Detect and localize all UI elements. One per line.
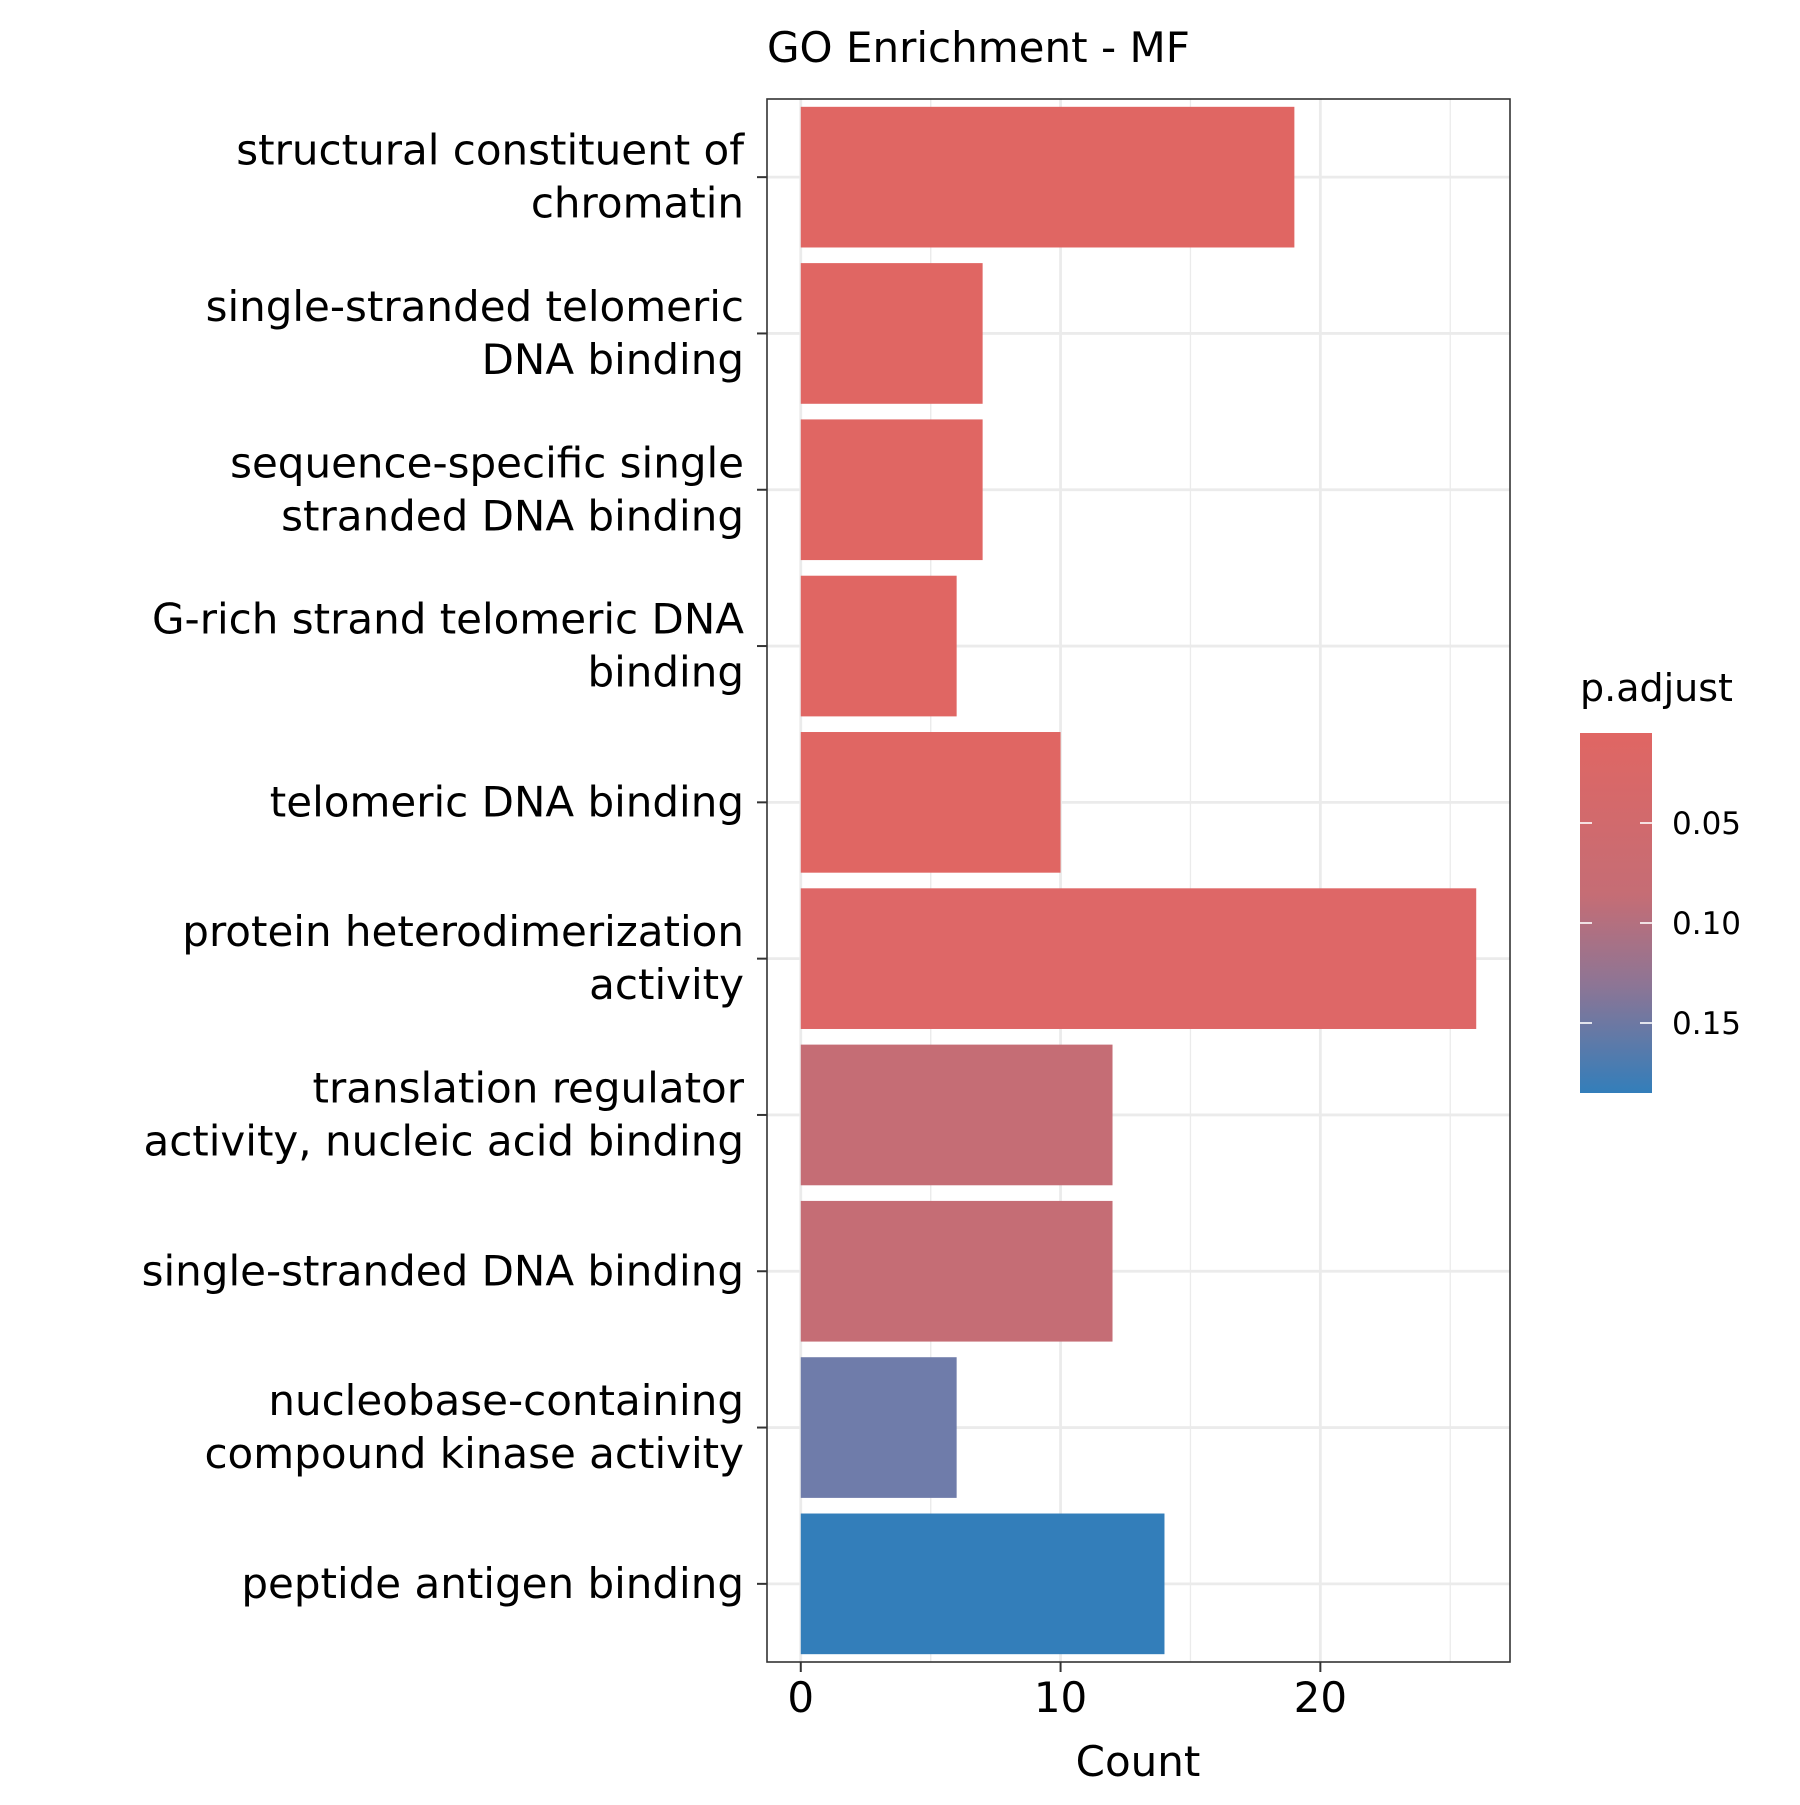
x-axis: 0 10 20	[787, 1662, 1347, 1722]
y-axis-label: translation regulator	[313, 1063, 745, 1112]
bar	[800, 263, 983, 404]
y-axis-label: G-rich strand telomeric DNA	[152, 595, 744, 644]
x-axis-tick-label: 10	[1034, 1673, 1087, 1722]
color-legend: p.adjust 0.05 0.10 0.15	[1580, 666, 1741, 1093]
legend-colorbar	[1580, 733, 1652, 1093]
bar	[800, 106, 1295, 248]
bar	[800, 575, 957, 717]
y-axis-label: protein heterodimerization	[182, 907, 744, 956]
y-axis-label: chromatin	[531, 179, 744, 228]
bar	[800, 1200, 1113, 1342]
y-axis-label: structural constituent of	[236, 126, 745, 175]
chart-title: GO Enrichment - MF	[767, 23, 1190, 72]
legend-title: p.adjust	[1580, 666, 1733, 710]
y-axis-label: telomeric DNA binding	[270, 777, 744, 826]
bar	[800, 1044, 1113, 1186]
y-axis-label: stranded DNA binding	[281, 491, 744, 540]
x-axis-tick-label: 0	[787, 1673, 814, 1722]
legend-tick-label: 0.05	[1672, 806, 1741, 842]
y-axis-label: compound kinase activity	[204, 1429, 744, 1478]
bars	[800, 106, 1477, 1655]
y-axis-label: single-stranded DNA binding	[142, 1246, 744, 1295]
plot-panel-border	[766, 98, 1511, 1663]
x-axis-title: Count	[1076, 1737, 1201, 1786]
legend-tick-label: 0.10	[1672, 906, 1741, 942]
bar	[800, 1357, 957, 1498]
y-axis-label: single-stranded telomeric	[206, 282, 744, 331]
y-axis-label: peptide antigen binding	[241, 1559, 744, 1608]
bar	[800, 419, 983, 561]
y-axis-label: DNA binding	[482, 335, 744, 384]
y-axis-label: binding	[587, 648, 744, 697]
bar	[800, 1513, 1165, 1655]
y-axis-label: activity, nucleic acid binding	[143, 1116, 744, 1165]
y-axis-label: sequence-specific single	[230, 438, 744, 487]
bar	[800, 732, 1061, 873]
bar	[800, 888, 1477, 1029]
legend-tick-label: 0.15	[1672, 1006, 1741, 1042]
x-axis-tick-label: 20	[1294, 1673, 1347, 1722]
y-axis-label: activity	[589, 960, 744, 1009]
y-axis-label: nucleobase-containing	[268, 1376, 744, 1425]
